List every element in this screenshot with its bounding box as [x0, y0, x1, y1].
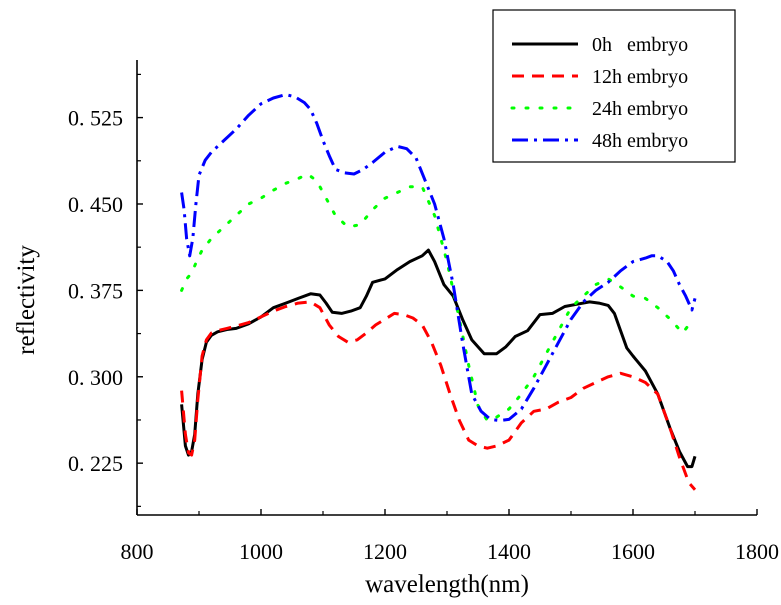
- y-ticks: 0. 225 0. 300 0. 375 0. 450 0. 525: [68, 73, 143, 507]
- x-tick-label: 1200: [363, 539, 407, 564]
- x-tick-label: 800: [121, 539, 154, 564]
- series-group: [180, 93, 697, 491]
- legend-label-0: 0h embryo: [592, 34, 688, 56]
- y-tick-label: 0. 300: [68, 365, 123, 390]
- x-tick-label: 1600: [611, 539, 655, 564]
- x-ticks: 800 1000 1200 1400 1600 1800: [121, 509, 779, 564]
- x-tick-label: 1800: [735, 539, 779, 564]
- y-tick-label: 0. 225: [68, 451, 123, 476]
- x-tick-label: 1400: [487, 539, 531, 564]
- series-line-0: [180, 248, 697, 469]
- legend-label-2: 24h embryo: [592, 98, 688, 120]
- x-tick-label: 1000: [239, 539, 283, 564]
- y-tick-label: 0. 450: [68, 192, 123, 217]
- x-axis-title: wavelength(nm): [365, 571, 529, 598]
- series-line-3: [180, 93, 697, 422]
- series-line-2: [180, 172, 697, 422]
- legend-label-3: 48h embryo: [592, 130, 688, 152]
- y-tick-label: 0. 525: [68, 106, 123, 131]
- legend: 0h embryo 12h embryo 24h embryo 48h embryo: [492, 9, 736, 163]
- y-tick-label: 0. 375: [68, 278, 123, 303]
- y-axis-title: reflectivity: [13, 245, 40, 355]
- legend-box: [492, 9, 736, 163]
- series-line-1: [180, 300, 697, 491]
- legend-label-1: 12h embryo: [592, 66, 688, 88]
